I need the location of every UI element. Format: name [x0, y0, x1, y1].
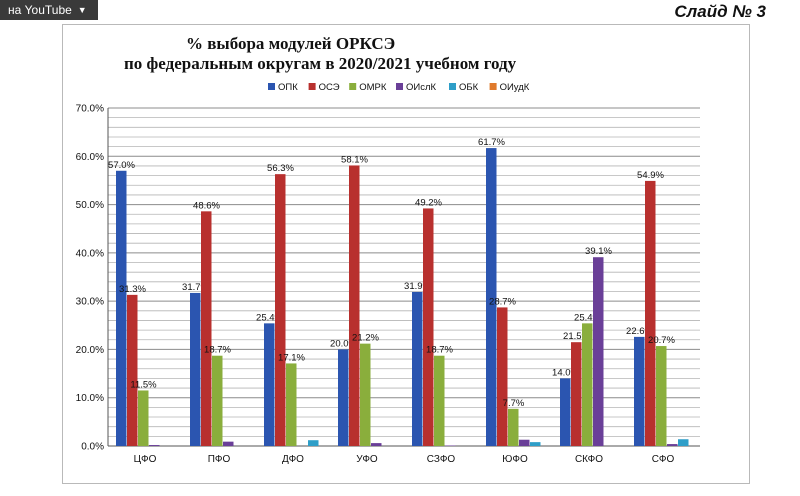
data-label: 31.9% — [404, 281, 431, 292]
y-tick-label: 20.0% — [76, 345, 104, 356]
legend-swatch — [349, 83, 357, 90]
legend-label: ОСЭ — [319, 82, 340, 93]
data-label: 25.4% — [256, 312, 283, 323]
bar-ОМРК-УФО — [360, 343, 371, 446]
bar-ОСЭ-УФО — [349, 165, 360, 446]
y-tick-label: 50.0% — [76, 200, 104, 211]
x-tick-label: ЮФО — [502, 454, 528, 465]
data-label: 21.2% — [352, 333, 379, 344]
x-tick-label: СФО — [652, 454, 675, 465]
bar-ОИслК-ЮФО — [519, 439, 530, 446]
bar-ОМРК-СКФО — [582, 323, 593, 446]
bar-ОИслК-СФО — [667, 444, 678, 446]
legend-label: ОБК — [459, 82, 479, 93]
x-tick-label: СКФО — [575, 454, 603, 465]
data-label: 49.2% — [415, 197, 442, 208]
bar-ОСЭ-ЮФО — [497, 307, 508, 446]
data-label: 48.6% — [193, 200, 220, 211]
data-label: 56.3% — [267, 163, 294, 174]
data-label: 31.7% — [182, 282, 209, 293]
bar-ОМРК-ЮФО — [508, 408, 519, 446]
bar-ОПК-СКФО — [560, 378, 571, 446]
bar-ОИслК-СКФО — [593, 257, 604, 446]
x-tick-label: УФО — [356, 454, 378, 465]
data-label: 39.1% — [585, 246, 612, 257]
chart-title-line1: % выбора модулей ОРКСЭ — [186, 34, 396, 53]
data-label: 18.7% — [204, 345, 231, 356]
bar-ОПК-СФО — [634, 336, 645, 446]
bar-ОМРК-ПФО — [212, 355, 223, 446]
y-tick-label: 60.0% — [76, 152, 104, 163]
bar-ОСЭ-СЗФО — [423, 208, 434, 446]
data-label: 14.0% — [552, 367, 579, 378]
data-label: 20.7% — [648, 335, 675, 346]
bar-ОСЭ-ПФО — [201, 211, 212, 446]
x-tick-label: ПФО — [208, 454, 231, 465]
legend-swatch — [308, 83, 316, 90]
y-tick-label: 70.0% — [76, 104, 104, 115]
youtube-label: на YouTube — [8, 3, 72, 17]
y-tick-label: 40.0% — [76, 248, 104, 259]
bar-ОМРК-ДФО — [286, 363, 297, 446]
x-tick-label: СЗФО — [427, 454, 456, 465]
data-label: 7.7% — [503, 398, 525, 409]
chevron-down-icon[interactable]: ▼ — [77, 5, 87, 15]
legend-label: ОМРК — [359, 82, 387, 93]
bar-ОСЭ-ЦФО — [127, 294, 138, 446]
data-label: 31.3% — [119, 284, 146, 295]
data-label: 54.9% — [637, 170, 664, 181]
data-label: 11.5% — [130, 379, 157, 390]
legend-label: ОИслК — [406, 82, 437, 93]
bar-ОСЭ-СКФО — [571, 342, 582, 446]
bar-ОПК-ДФО — [264, 323, 275, 446]
bar-ОПК-ЮФО — [486, 148, 497, 446]
y-tick-label: 30.0% — [76, 297, 104, 308]
y-tick-label: 0.0% — [81, 442, 104, 453]
data-label: 18.7% — [426, 345, 453, 356]
bar-ОМРК-СФО — [656, 346, 667, 446]
bar-ОПК-УФО — [338, 349, 349, 446]
chart-title-line2: по федеральным округам в 2020/2021 учебн… — [124, 54, 517, 73]
legend-swatch — [396, 83, 403, 90]
bar-ОПК-ПФО — [190, 292, 201, 446]
data-label: 28.7% — [489, 296, 516, 307]
legend-swatch — [489, 83, 497, 90]
bar-ОМРК-ЦФО — [138, 390, 149, 446]
legend-swatch — [268, 83, 275, 90]
bar-ОПК-СЗФО — [412, 291, 423, 446]
data-label: 25.4% — [574, 312, 601, 323]
bar-ОБК-ДФО — [308, 440, 319, 446]
data-label: 17.1% — [278, 352, 305, 363]
bar-ОМРК-СЗФО — [434, 355, 445, 446]
data-label: 21.5% — [563, 331, 590, 342]
bar-ОИслК-ЦФО — [149, 445, 160, 446]
bar-ОИслК-ПФО — [223, 441, 234, 446]
bar-ОБК-ЮФО — [530, 442, 541, 446]
y-tick-label: 10.0% — [76, 393, 104, 404]
data-label: 58.1% — [341, 154, 368, 165]
chart-title: % выбора модулей ОРКСЭ по федеральным ок… — [124, 34, 644, 74]
youtube-badge[interactable]: на YouTube ▼ — [0, 0, 98, 20]
legend-label: ОПК — [278, 82, 298, 93]
legend-label: ОИудК — [500, 82, 530, 93]
data-label: 20.0% — [330, 338, 357, 349]
x-tick-label: ЦФО — [134, 454, 157, 465]
data-label: 61.7% — [478, 137, 505, 148]
data-label: 22.6% — [626, 326, 653, 337]
bar-ОСЭ-ДФО — [275, 174, 286, 446]
legend-swatch — [449, 83, 456, 90]
data-label: 57.0% — [108, 160, 135, 171]
slide-number: Слайд № 3 — [674, 2, 766, 21]
bar-ОСЭ-СФО — [645, 180, 656, 446]
bar-ОБК-СФО — [678, 439, 689, 446]
x-tick-label: ДФО — [282, 454, 304, 465]
bar-ОПК-ЦФО — [116, 170, 127, 446]
bar-ОИслК-УФО — [371, 443, 382, 446]
